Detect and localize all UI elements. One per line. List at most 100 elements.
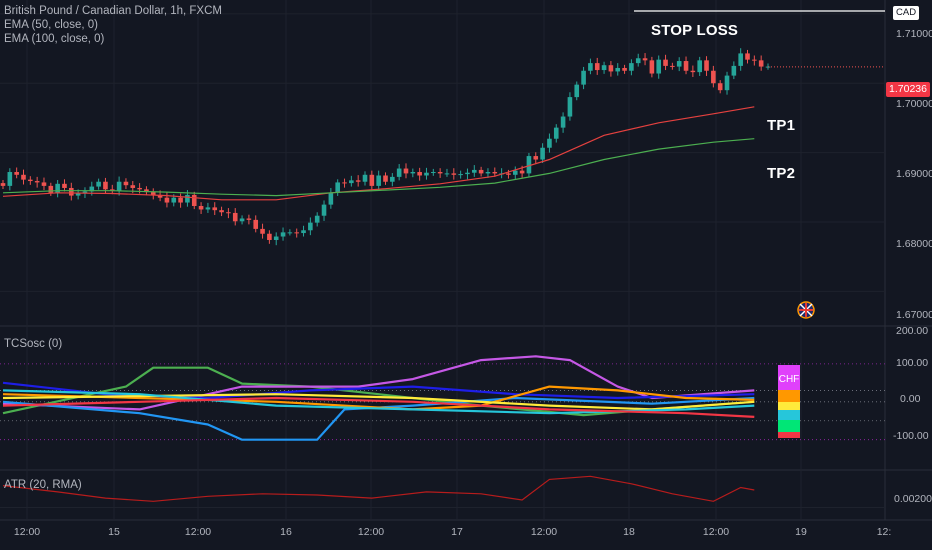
candle-body [615,67,621,72]
candle-body [109,189,115,191]
candle-body [287,232,293,234]
osc-tick: 200.00 [896,325,929,337]
candle-body [14,172,19,175]
osc-series-line [2,396,755,418]
candle-body [7,172,13,186]
candle-body [752,59,757,61]
candle-body [417,172,422,176]
candle-body [328,192,334,205]
candle-body [349,180,354,184]
candle-body [635,58,641,64]
time-tick: 19 [795,526,807,538]
candle-body [253,219,259,229]
candle-body [48,185,54,193]
candle-body [369,174,375,186]
candle-body [178,197,183,203]
candle-body [191,194,197,207]
candle-body [198,206,204,210]
candle-body [581,70,586,85]
candle-body [89,186,95,192]
candle-body [403,168,409,174]
candle-body [540,147,545,160]
stop-loss-label: STOP LOSS [651,22,739,39]
currency-tag[interactable]: CAD [893,6,920,20]
candle-body [150,192,156,195]
candle-body [697,60,702,73]
osc-tick: -100.00 [893,430,929,442]
candle-body [185,194,190,203]
candle-body [301,230,306,234]
candle-body [506,173,511,175]
candle-body [478,169,484,174]
candle-body [451,173,457,175]
ema100-legend[interactable]: EMA (100, close, 0) [4,33,105,45]
osc-legend[interactable]: TCSosc (0) [4,338,63,350]
chf-label: CHF [778,374,800,385]
price-tick: 1.68000 [896,238,932,250]
currency-strength-block [778,402,800,410]
candle-body [69,187,74,196]
time-tick: 15 [108,526,120,538]
osc-tick: 0.00 [900,393,921,405]
candle-body [308,222,313,231]
candle-body [567,97,573,117]
candle-body [171,197,177,203]
tp2-label: TP2 [767,165,796,182]
candle-body [622,67,627,71]
current-price-tag: 1.70236 [886,82,930,97]
candle-body [683,61,689,71]
ema50-line [2,106,755,201]
candle-body [519,170,525,174]
candle-body [574,84,580,98]
candle-body [260,228,265,234]
symbol-legend[interactable]: British Pound / Canadian Dollar, 1h, FXC… [4,5,222,17]
candle-body [205,207,211,210]
price-tick: 1.67000 [896,309,932,321]
candle-body [410,172,416,174]
candle-body [137,187,142,190]
candle-body [649,60,655,74]
time-tick: 12: [876,526,892,538]
candle-body [424,172,429,176]
candle-body [62,183,67,188]
candle-body [465,172,470,175]
candle-body [738,53,743,66]
candle-body [608,65,614,72]
atr-line [2,475,755,502]
candle-body [164,197,170,203]
time-tick: 12:00 [13,526,41,538]
candle-body [342,182,347,184]
price-tick: 1.71000 [896,28,932,40]
candle-body [355,180,361,182]
currency-strength-block [778,365,800,390]
candle-body [588,63,593,71]
atr-legend[interactable]: ATR (20, RMA) [4,479,82,491]
candle-body [267,233,272,240]
candle-body [144,189,149,193]
ema50-legend[interactable]: EMA (50, close, 0) [4,19,98,31]
candle-body [75,192,81,196]
candle-body [629,63,634,71]
candle-body [601,65,607,71]
osc-series-line [2,389,755,415]
candle-body [383,175,388,182]
osc-series-line [2,381,755,400]
currency-strength-block [778,410,800,420]
candle-body [396,168,402,177]
candle-body [280,232,286,237]
candle-body [239,218,245,222]
candle-body [116,181,122,191]
candle-body [21,174,26,180]
candle-body [0,183,6,186]
atr-tick: 0.00200 [894,493,932,505]
candle-body [34,181,40,183]
candle-body [547,138,552,148]
candle-body [711,70,716,84]
candle-body [28,179,33,182]
candle-body [745,53,750,60]
time-tick: 18 [623,526,635,538]
candle-body [724,75,730,91]
candle-body [512,170,518,175]
candle-body [553,127,559,139]
